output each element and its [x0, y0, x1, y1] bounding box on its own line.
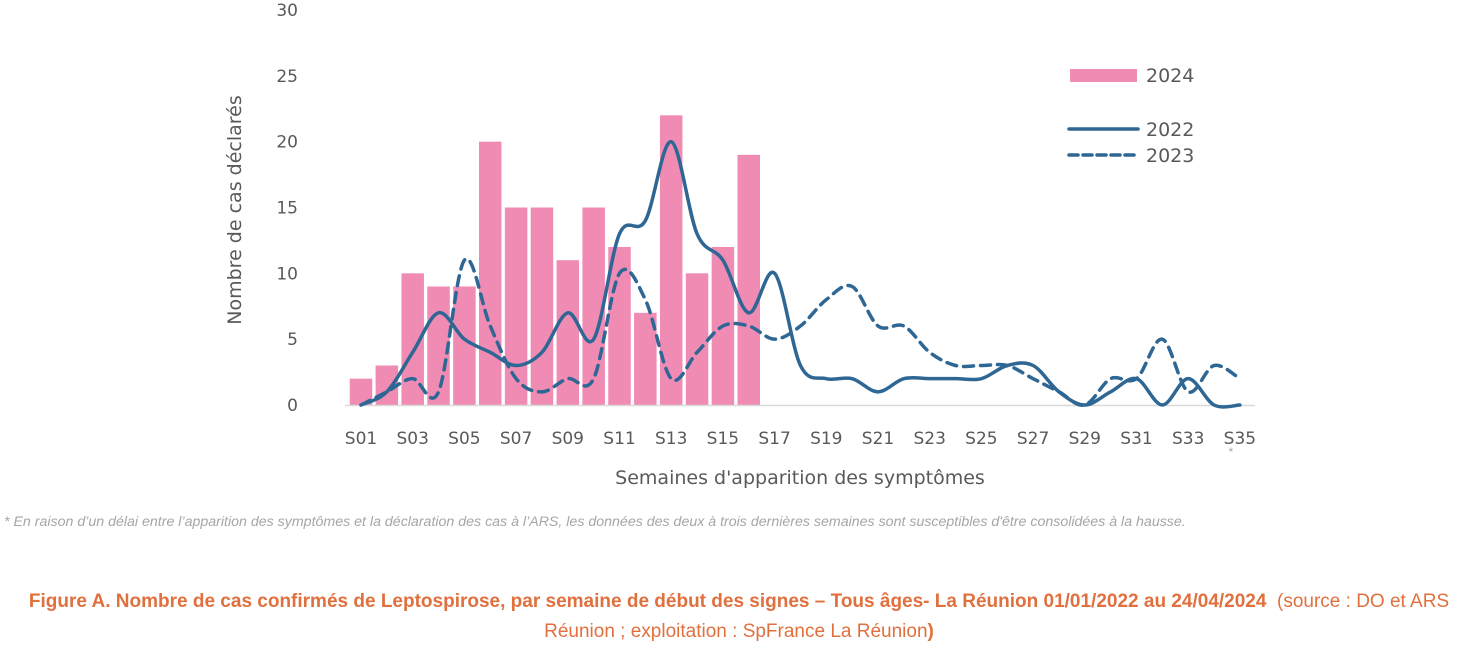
x-tick-label: S11	[603, 429, 635, 449]
x-tick-label: S25	[965, 429, 997, 449]
x-tick-label: S19	[810, 429, 842, 449]
x-tick-label: S05	[448, 429, 480, 449]
bar-2024-S06	[479, 141, 502, 405]
x-tick-label: S33	[1172, 429, 1204, 449]
line-2022	[359, 139, 1242, 409]
caption-source: (source : DO et ARS Réunion ; exploitati…	[544, 591, 1450, 642]
bars-2024	[349, 115, 760, 405]
y-tick-label: 20	[276, 133, 298, 153]
x-axis-title: Semaines d'apparition des symptômes	[615, 467, 985, 489]
y-axis-title: Nombre de cas déclarés	[224, 95, 246, 324]
line-2023	[359, 257, 1242, 407]
bar-2024-S03	[401, 273, 424, 405]
legend-label-2024: 2024	[1146, 65, 1194, 87]
bar-2024-S14	[685, 273, 709, 405]
x-tick-label: S23	[913, 429, 945, 449]
x-tick-label: S15	[707, 429, 739, 449]
legend: 2024 2022 2023	[1067, 65, 1194, 167]
y-tick-label: 30	[276, 1, 298, 21]
x-tick-label: S27	[1017, 429, 1049, 449]
x-tick-label: S31	[1120, 429, 1152, 449]
line-series	[359, 139, 1242, 409]
x-tick-label: S21	[862, 429, 894, 449]
bar-2024-S08	[530, 207, 554, 405]
x-axis-ticks: S01 S03 S05 S07 S09 S11 S13 S15 S17 S19 S21 S23 S25 S…	[345, 429, 1256, 459]
x-tick-label: S29	[1069, 429, 1101, 449]
x-tick-label: S03	[396, 429, 428, 449]
bar-2024-S16	[737, 154, 760, 405]
x-tick-label: S09	[552, 429, 584, 449]
y-tick-label: 5	[287, 330, 298, 350]
legend-swatch-2024	[1070, 69, 1137, 82]
bar-2024-S01	[349, 378, 373, 405]
x-tick-label: S13	[655, 429, 687, 449]
bar-2024-S07	[504, 207, 528, 405]
x-tick-label: S07	[500, 429, 532, 449]
chart: 0 5 10 15 20 25 30 S01 S03 S05 S07 S09 S11 S13 S15 S17…	[224, 1, 1256, 489]
y-tick-label: 10	[276, 264, 298, 284]
footnote: * En raison d’un délai entre l’apparitio…	[4, 514, 1186, 530]
x-tick-label: S01	[345, 429, 377, 449]
bar-2024-S09	[556, 260, 580, 405]
y-tick-label: 15	[276, 199, 298, 219]
figure-caption: Figure A. Nombre de cas confirmés de Lep…	[0, 587, 1478, 647]
y-axis-ticks: 0 5 10 15 20 25 30	[276, 1, 298, 416]
caption-title: Figure A. Nombre de cas confirmés de Lep…	[28, 591, 1267, 612]
x-tick-label: S35	[1224, 429, 1256, 449]
y-tick-label: 0	[287, 396, 298, 416]
legend-label-2022: 2022	[1146, 119, 1194, 141]
caption-source-close: )	[927, 621, 934, 642]
bar-2024-S13	[659, 115, 683, 405]
bar-2024-S12	[634, 312, 657, 405]
legend-label-2023: 2023	[1146, 145, 1194, 167]
y-tick-label: 25	[276, 67, 298, 87]
x-tick-label: S17	[758, 429, 790, 449]
last-week-asterisk: *	[1229, 445, 1234, 459]
bar-2024-S05	[453, 286, 476, 405]
